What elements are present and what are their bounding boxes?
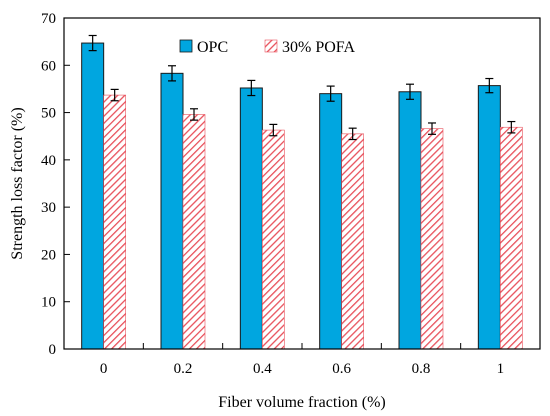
y-tick-label: 30 xyxy=(41,200,56,216)
x-tick-label: 0.2 xyxy=(174,361,193,377)
legend-label-opc: OPC xyxy=(197,39,228,56)
bar-opc-3 xyxy=(319,93,343,350)
x-tick-label: 0.8 xyxy=(412,361,431,377)
x-tick-label: 0 xyxy=(100,361,108,377)
y-tick-label: 70 xyxy=(41,11,56,27)
bar-30-pofa-3 xyxy=(341,133,364,350)
y-axis-title: Strength loss factor (%) xyxy=(9,107,26,259)
y-tick-label: 0 xyxy=(49,342,57,358)
bar-opc-1 xyxy=(160,72,184,350)
bar-30-pofa-4 xyxy=(420,128,444,350)
legend: OPC 30% POFA xyxy=(179,39,355,56)
y-tick-label: 10 xyxy=(41,295,56,311)
bars-layer xyxy=(81,42,523,350)
y-tick-label: 60 xyxy=(41,58,56,74)
legend-label-30-pofa: 30% POFA xyxy=(282,39,355,56)
y-axis-ticks: 0 10 20 30 40 50 60 70 xyxy=(41,11,70,358)
x-tick-label: 0.6 xyxy=(332,361,351,377)
x-tick-label: 0.4 xyxy=(253,361,272,377)
bar-30-pofa-5 xyxy=(500,126,523,350)
plot-area-frame xyxy=(63,17,541,350)
bar-opc-2 xyxy=(239,87,263,350)
y-tick-label: 40 xyxy=(41,153,56,169)
x-axis-ticks: 0 0.2 0.4 0.6 0.8 1 xyxy=(100,343,504,377)
legend-swatch-opc xyxy=(179,39,193,53)
bar-opc-5 xyxy=(477,85,501,350)
bar-opc-0 xyxy=(81,42,105,350)
x-axis-title: Fiber volume fraction (%) xyxy=(218,394,386,411)
x-tick-label: 1 xyxy=(497,361,505,377)
y-tick-label: 50 xyxy=(41,106,56,122)
bar-30-pofa-2 xyxy=(262,129,285,350)
error-bars-layer xyxy=(88,34,516,141)
legend-swatch-30-pofa xyxy=(264,39,278,53)
y-tick-label: 20 xyxy=(41,247,56,263)
bar-30-pofa-1 xyxy=(182,114,206,350)
bar-opc-4 xyxy=(398,91,422,350)
bar-30-pofa-0 xyxy=(103,94,126,350)
